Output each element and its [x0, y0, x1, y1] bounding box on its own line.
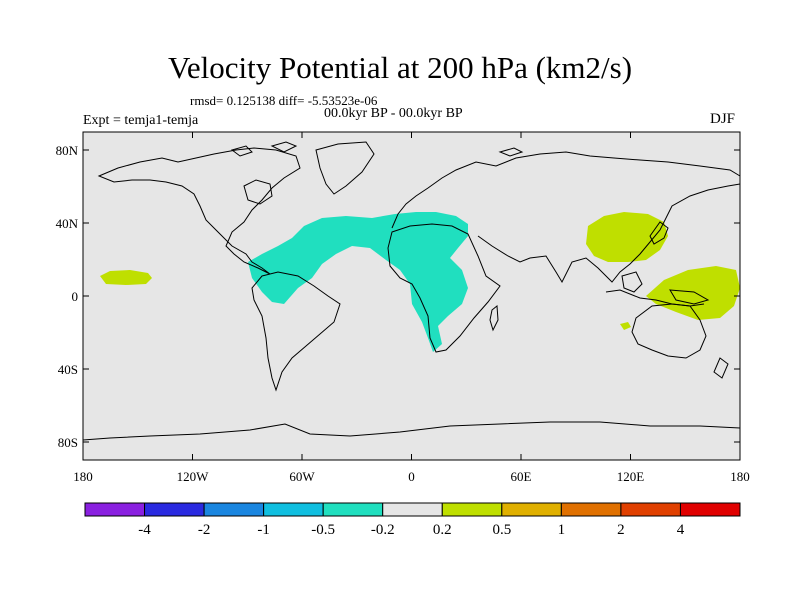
season-label: DJF [710, 111, 736, 127]
positive-anomaly-east-asia [586, 212, 668, 262]
coast-japan [649, 221, 669, 245]
coast-africa [387, 223, 501, 353]
coast-antarctica [82, 421, 741, 441]
negative-anomaly-atlantic-africa [248, 212, 468, 352]
lat-label: 40N [56, 216, 79, 231]
coast-hudson-bay [243, 179, 273, 205]
period-text: 00.0kyr BP - 00.0kyr BP [324, 106, 463, 121]
colorbar-label: -1 [257, 522, 270, 538]
coast-europe [391, 151, 741, 229]
coast-australia [631, 303, 707, 359]
colorbar-labels: -4 -2 -1 -0.5 -0.2 0.2 0.5 1 2 4 [138, 522, 684, 538]
lon-label: 180 [73, 469, 93, 484]
colorbar-swatch [679, 502, 741, 517]
positive-anomaly-central-pacific [100, 270, 152, 285]
lat-label: 80N [56, 143, 79, 158]
colorbar-label: 0.5 [492, 522, 511, 538]
colorbar-swatch [84, 502, 146, 517]
coastlines [82, 141, 741, 441]
coast-borneo [621, 271, 643, 293]
longitude-labels: 180 120W 60W 0 60E 120E 180 [73, 469, 750, 484]
lon-label: 180 [730, 469, 750, 484]
lon-label: 120E [617, 469, 645, 484]
coast-south-america [251, 271, 341, 392]
colorbar-label: -4 [138, 522, 151, 538]
lat-label: 80S [58, 435, 78, 450]
colorbar-swatch [560, 502, 622, 517]
colorbar-swatch [144, 502, 205, 517]
lon-label: 120W [177, 469, 210, 484]
experiment-label: Expt = temja1-temja [83, 113, 199, 128]
colorbar-swatch [382, 502, 443, 517]
colorbar-label: 0.2 [433, 522, 452, 538]
lat-label: 0 [72, 289, 79, 304]
latitude-labels: 80N 40N 0 40S 80S [56, 143, 79, 450]
positive-anomaly-west-pacific [646, 266, 740, 320]
colorbar-swatch [441, 502, 503, 517]
coast-north-america [97, 147, 301, 275]
colorbar-label: 1 [558, 522, 566, 538]
lat-label: 40S [58, 362, 78, 377]
plot-title: Velocity Potential at 200 hPa (km2/s) [167, 50, 633, 85]
coast-south-asia [477, 183, 741, 284]
colorbar-swatch [203, 502, 265, 517]
coast-madagascar [489, 305, 499, 332]
colorbar-swatch [620, 502, 681, 517]
coast-greenland [315, 141, 375, 195]
lon-label: 60E [511, 469, 532, 484]
axis-ticks [82, 132, 741, 460]
colorbar-label: -0.5 [311, 522, 335, 538]
colorbar-label: -2 [198, 522, 211, 538]
colorbar [84, 502, 741, 517]
colorbar-label: 2 [617, 522, 625, 538]
coast-new-zealand [713, 357, 729, 379]
colorbar-swatch [322, 502, 384, 517]
lon-label: 60W [289, 469, 315, 484]
colorbar-swatch [501, 502, 562, 517]
positive-anomaly-small-patch [620, 322, 631, 330]
colorbar-label: -0.2 [371, 522, 395, 538]
statistics-text: rmsd= 0.125138 diff= -5.53523e-06 [190, 93, 378, 108]
coast-new-guinea [669, 289, 710, 305]
colorbar-swatch [263, 502, 324, 517]
lon-label: 0 [408, 469, 415, 484]
coast-arctic-islands [230, 141, 524, 157]
colorbar-label: 4 [677, 522, 685, 538]
